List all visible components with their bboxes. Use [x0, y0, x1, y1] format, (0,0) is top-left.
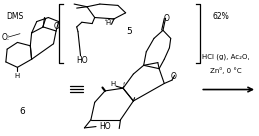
Text: O: O [164, 14, 170, 23]
Text: HO: HO [76, 56, 88, 65]
Text: 5: 5 [127, 27, 132, 36]
Text: O: O [53, 22, 59, 31]
Text: HCl (g), Ac₂O,: HCl (g), Ac₂O, [202, 54, 250, 61]
Text: O: O [170, 72, 176, 81]
Text: H: H [110, 81, 115, 87]
Text: O:: O: [2, 33, 10, 41]
Text: Zn⁰, 0 °C: Zn⁰, 0 °C [210, 67, 242, 74]
Text: H: H [15, 73, 20, 79]
Text: HO: HO [99, 122, 111, 131]
Text: 6: 6 [20, 107, 25, 116]
Text: H: H [105, 20, 110, 26]
Text: DMS: DMS [6, 12, 24, 21]
Text: 62%: 62% [213, 12, 229, 21]
